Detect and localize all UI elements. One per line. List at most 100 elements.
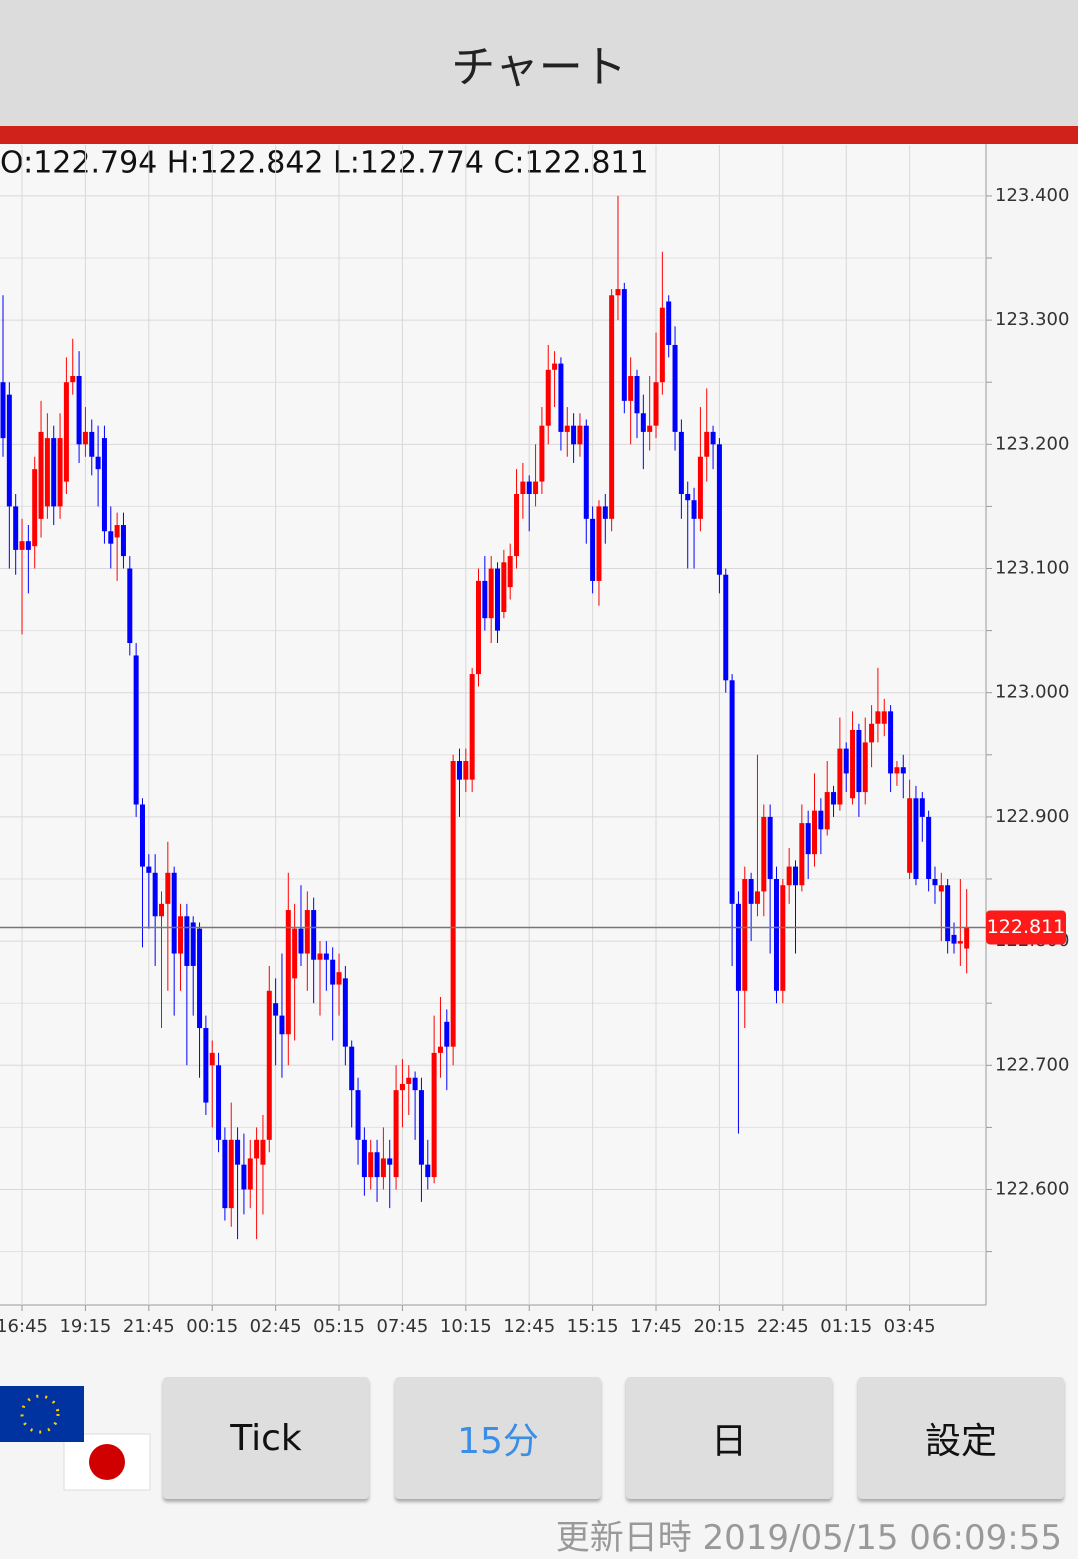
candle-body [114,525,120,538]
candle-body [285,910,291,1035]
candle-body [539,425,545,482]
x-tick-label: 01:15 [820,1316,872,1337]
candle-body [456,761,462,780]
candle-body [260,1139,266,1165]
x-tick-label: 16:45 [0,1316,48,1337]
candle-body [387,1158,393,1165]
candle-body [773,879,779,991]
candle-body [678,431,684,494]
jp-flag-sun [89,1444,125,1480]
candle-body [786,866,792,886]
candle-body [279,1015,285,1035]
candle-body [139,804,145,867]
candle-body [812,810,818,855]
candle-body [355,1090,361,1140]
candle-body [89,431,95,457]
candle-body [685,493,691,501]
candle-body [184,916,190,966]
candle-body [418,1090,424,1165]
candle-body [19,541,25,550]
candle-body [843,748,849,774]
candle-body [919,798,925,817]
candle-body [837,748,843,805]
candle-body [805,823,811,855]
candle-body [38,431,44,519]
update-time: 更新日時 2019/05/15 06:09:55 [555,1518,1062,1558]
x-tick-label: 19:15 [59,1316,111,1337]
title-bar: チャート [0,0,1078,126]
candle-body [63,382,69,482]
x-tick-label: 15:15 [567,1316,619,1337]
candle-body [767,816,773,880]
x-tick-label: 22:45 [757,1316,809,1337]
candle-body [831,792,837,805]
candle-body [6,394,12,507]
candle-body [514,493,520,557]
candle-body [323,953,329,960]
x-tick-label: 02:45 [250,1316,302,1337]
candle-body [311,910,317,960]
candle-body [190,922,196,966]
candle-body [583,425,589,519]
candle-body [754,891,760,904]
candle-body [222,1139,228,1209]
candle-body [748,879,754,904]
candle-body [653,382,659,426]
candle-body [469,674,475,780]
candle-body [241,1164,247,1190]
candle-body [463,761,469,780]
candle-body [108,531,114,544]
candle-body [82,431,88,445]
x-tick-label: 12:45 [503,1316,555,1337]
candle-body [533,481,539,494]
candle-body [818,810,824,830]
candle-body [51,438,57,507]
accent-band [0,126,1078,144]
candle-body [57,438,63,507]
candle-body [704,431,710,457]
y-tick-label: 123.000 [995,682,1069,703]
candle-body [197,928,203,1029]
button[interactable]: Tick [163,1377,369,1499]
candle-body [399,1083,405,1091]
x-tick-label: 10:15 [440,1316,492,1337]
candle-body [374,1152,380,1178]
candle-body [32,469,38,547]
button[interactable]: 15分 [395,1377,601,1499]
candle-body [552,363,558,370]
candle-body [621,289,627,401]
candle-body [127,568,133,644]
button[interactable]: 日 [626,1377,832,1499]
candle-body [564,425,570,432]
candle-body [824,792,830,830]
candle-body [875,711,881,724]
candle-body [203,1028,209,1103]
candle-body [672,344,678,432]
candle-body [945,885,951,942]
candle-body [964,927,970,949]
candle-body [0,382,6,439]
candle-body [431,1052,437,1178]
candle-body [590,518,596,581]
candle-body [25,541,31,550]
candle-body [44,438,50,507]
eu-flag-stars [20,1394,60,1434]
candle-body [488,568,494,619]
x-tick-label: 00:15 [186,1316,238,1337]
candle-body [799,823,805,886]
candle-body [146,866,152,873]
candle-body [507,556,513,588]
button[interactable]: 設定 [858,1377,1064,1499]
candle-body [159,903,164,917]
candle-body [70,376,76,383]
candle-body [216,1065,222,1140]
candle-body [666,301,672,345]
x-tick-label: 03:45 [884,1316,936,1337]
x-tick-label: 21:45 [123,1316,175,1337]
candle-body [647,425,653,432]
candle-body [76,376,82,445]
candle-body [247,1158,253,1190]
candle-body [292,928,298,979]
candle-body [735,903,741,991]
candle-body [900,767,906,774]
